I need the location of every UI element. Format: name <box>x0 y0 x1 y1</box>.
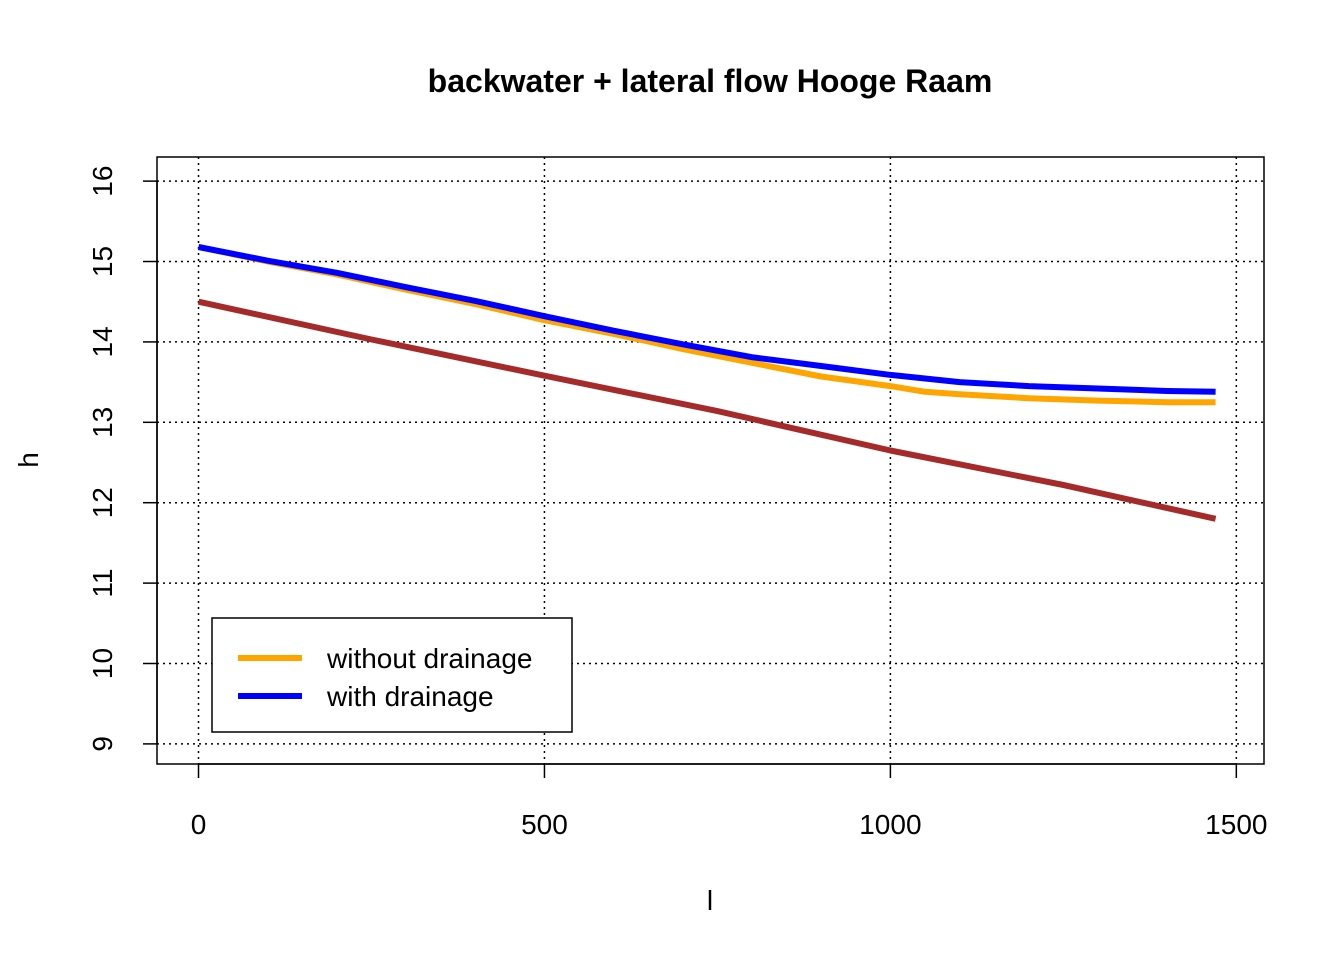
x-tick-label: 500 <box>521 809 568 840</box>
series-layer <box>197 244 1217 522</box>
y-tick-label: 14 <box>87 326 118 357</box>
legend-label: with drainage <box>326 681 494 712</box>
y-tick-label: 15 <box>87 246 118 277</box>
x-tick-label: 1500 <box>1205 809 1267 840</box>
y-tick-label: 13 <box>87 407 118 438</box>
x-tick-label: 0 <box>191 809 207 840</box>
series-line-2 <box>197 244 1216 395</box>
x-axis-label: l <box>707 885 713 916</box>
y-tick-label: 11 <box>87 569 118 598</box>
series-line-3 <box>197 298 1217 522</box>
y-axis-label: h <box>13 452 44 468</box>
y-tick-label: 12 <box>87 487 118 518</box>
y-tick-label: 16 <box>87 166 118 197</box>
chart-title: backwater + lateral flow Hooge Raam <box>428 63 993 99</box>
y-tick-label: 10 <box>87 648 118 679</box>
legend-label: without drainage <box>326 643 532 674</box>
legend: without drainage with drainage <box>211 617 573 733</box>
y-tick-label: 9 <box>87 736 118 752</box>
x-tick-label: 1000 <box>859 809 921 840</box>
series-line-1 <box>197 244 1216 406</box>
y-axis: 9 10 11 12 13 14 15 16 <box>87 166 158 752</box>
x-axis: 0 500 1000 1500 <box>191 763 1267 840</box>
legend-box <box>211 617 573 733</box>
